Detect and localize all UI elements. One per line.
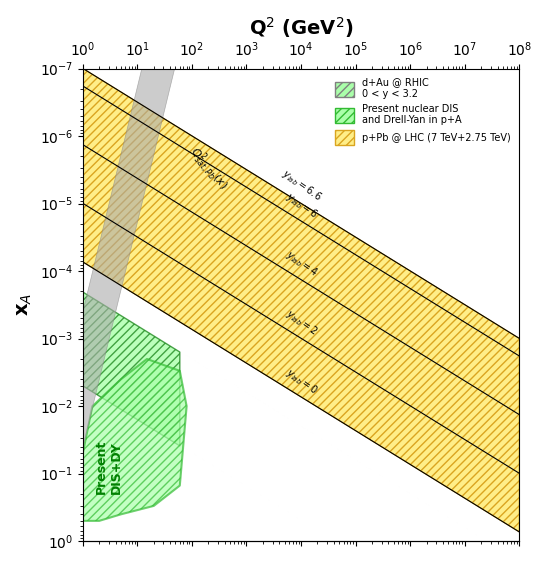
Text: $y_{lab} = 2$: $y_{lab} = 2$ bbox=[283, 307, 321, 338]
Text: $y_{lab} = 6.6$: $y_{lab} = 6.6$ bbox=[279, 166, 324, 204]
X-axis label: Q$^2$ (GeV$^2$): Q$^2$ (GeV$^2$) bbox=[249, 15, 353, 40]
Text: $y_{lab} = 6$: $y_{lab} = 6$ bbox=[283, 189, 321, 222]
Text: $y_{lab} = 0$: $y_{lab} = 0$ bbox=[283, 365, 321, 397]
Text: Present
DIS+DY: Present DIS+DY bbox=[95, 440, 123, 494]
Legend: d+Au @ RHIC
0 < y < 3.2, Present nuclear DIS
and Drell-Yan in p+A, p+Pb @ LHC (7: d+Au @ RHIC 0 < y < 3.2, Present nuclear… bbox=[331, 74, 515, 149]
Text: $y_{lab} = 4$: $y_{lab} = 4$ bbox=[283, 248, 321, 280]
Y-axis label: x$_A$: x$_A$ bbox=[15, 293, 34, 316]
Text: $Q^2_{sat,Pb}(x)$: $Q^2_{sat,Pb}(x)$ bbox=[184, 142, 232, 194]
